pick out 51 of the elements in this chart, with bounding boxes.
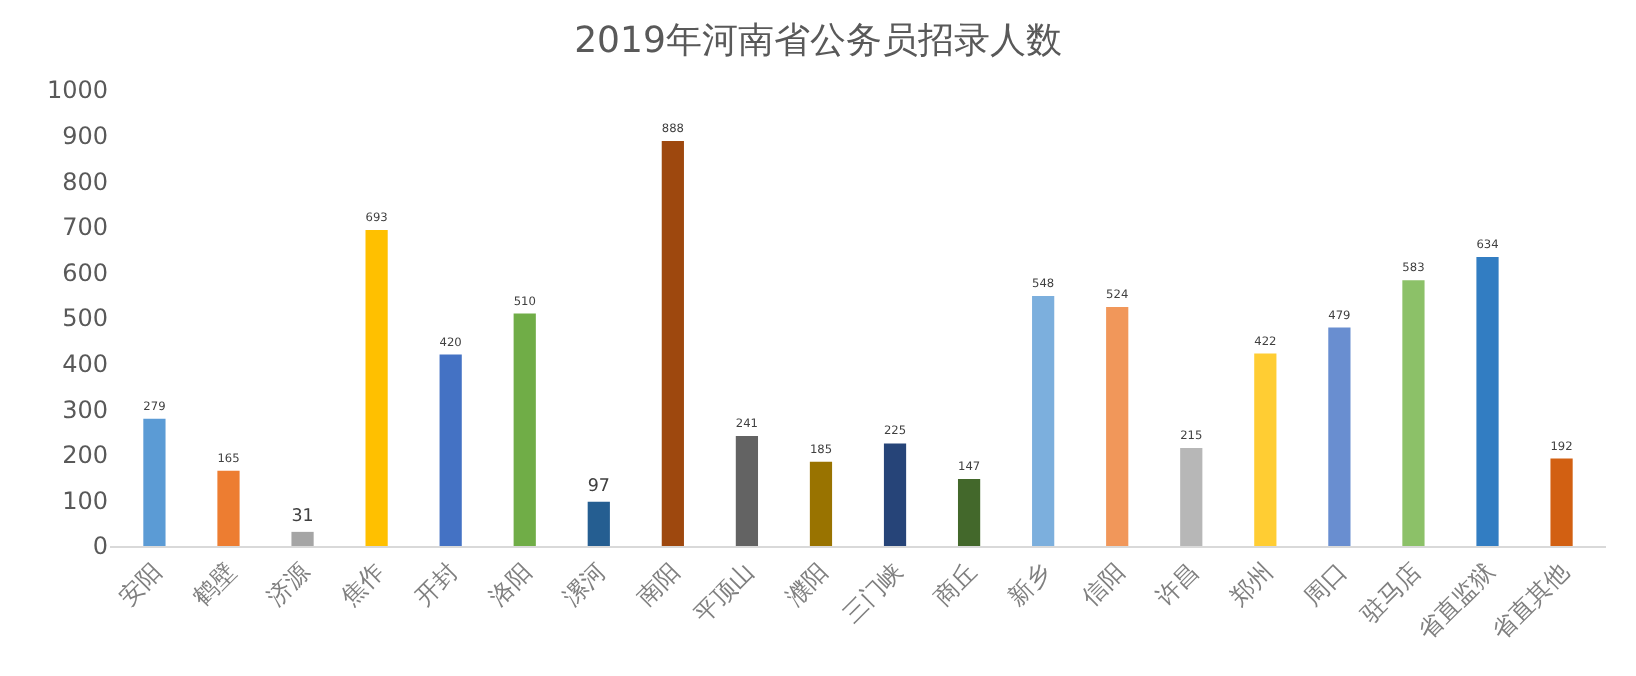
x-tick-label: 平顶山 <box>688 557 760 629</box>
bar <box>957 478 981 546</box>
y-tick-label: 0 <box>92 532 108 561</box>
x-tick-label: 信阳 <box>1076 557 1130 612</box>
x-tick-label: 郑州 <box>1224 557 1279 612</box>
x-tick-label: 商丘 <box>928 557 982 612</box>
bar <box>143 418 166 546</box>
data-label: 97 <box>587 477 610 498</box>
bar <box>1476 256 1499 546</box>
y-tick-label: 800 <box>62 167 108 196</box>
y-tick-label: 400 <box>62 350 108 378</box>
bar <box>1402 280 1425 546</box>
x-tick-label: 三门峡 <box>837 557 908 629</box>
bar <box>661 141 684 546</box>
bar <box>1180 447 1203 546</box>
y-tick-label: 100 <box>62 486 108 515</box>
x-tick-label: 濮阳 <box>779 557 834 612</box>
x-tick-label: 新乡 <box>1002 557 1056 612</box>
bar <box>735 436 759 546</box>
x-tick-label: 济源 <box>261 557 316 612</box>
y-tick-label: 500 <box>62 304 108 333</box>
x-tick-label: 安阳 <box>113 557 168 612</box>
x-tick-label: 鹤壁 <box>187 557 242 612</box>
bar <box>1032 296 1055 546</box>
x-tick-label: 南阳 <box>631 557 686 612</box>
bar <box>1550 458 1573 546</box>
x-tick-label: 开封 <box>409 557 464 612</box>
y-tick-label: 1000 <box>46 76 108 105</box>
bar <box>809 461 833 546</box>
bar <box>365 230 388 546</box>
data-label: 31 <box>291 507 314 528</box>
bar <box>513 313 536 546</box>
x-tick-label: 洛阳 <box>483 557 538 612</box>
bar <box>883 443 907 546</box>
bar <box>439 354 462 546</box>
y-tick-label: 300 <box>62 395 108 424</box>
x-tick-label: 周口 <box>1298 557 1353 612</box>
x-tick-label: 焦作 <box>335 557 390 612</box>
bar <box>291 531 314 546</box>
chart-title: 2019年河南省公务员招录人数 <box>574 20 1062 63</box>
y-tick-label: 600 <box>62 258 108 287</box>
bar <box>1106 307 1129 546</box>
bar <box>587 501 610 546</box>
bar <box>217 470 240 546</box>
x-tick-label: 许昌 <box>1150 557 1204 612</box>
x-tick-label: 漯河 <box>557 557 612 612</box>
y-tick-label: 900 <box>62 122 108 150</box>
bar <box>1254 353 1277 546</box>
y-tick-label: 700 <box>62 213 108 242</box>
y-tick-label: 200 <box>62 441 108 470</box>
bar <box>1328 327 1351 546</box>
